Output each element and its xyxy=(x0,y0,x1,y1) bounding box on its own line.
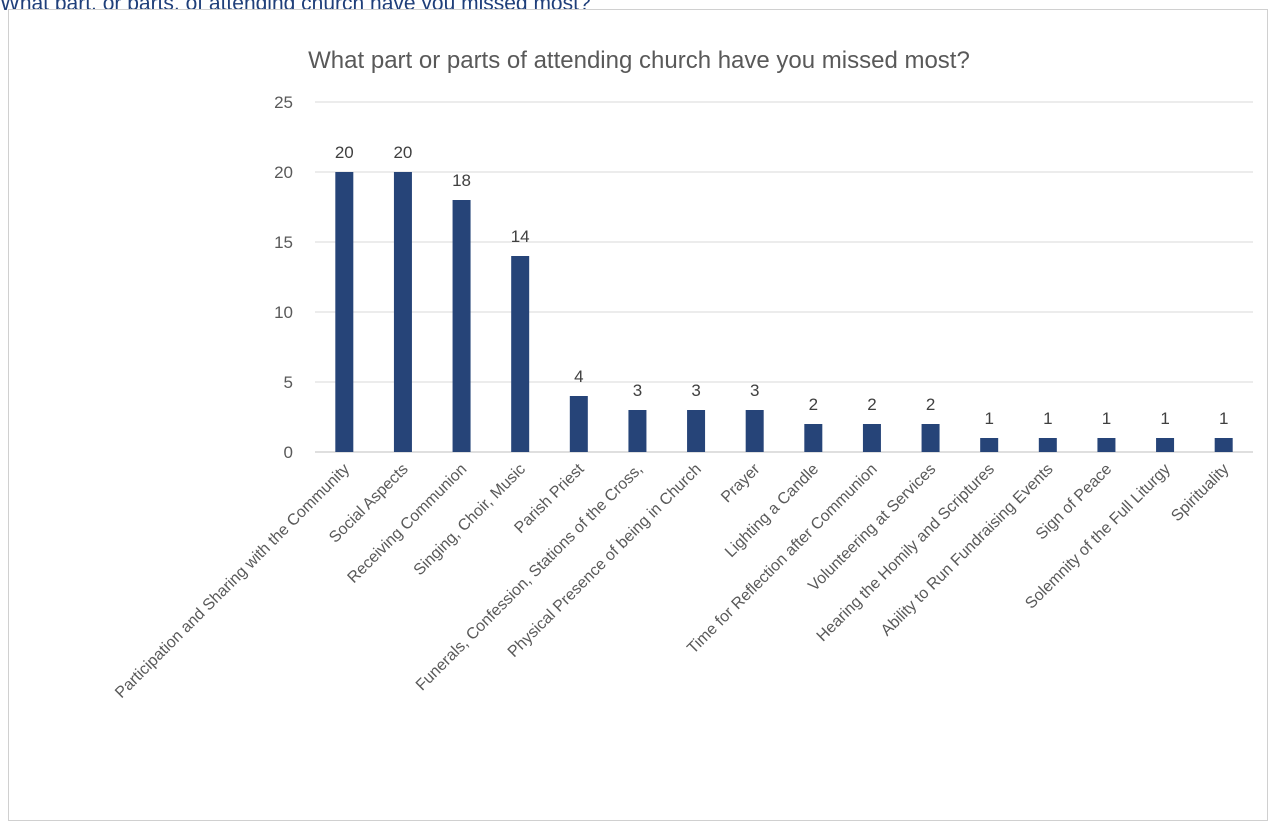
chart-container: What part or parts of attending church h… xyxy=(8,9,1268,821)
data-label: 2 xyxy=(926,395,935,414)
gridlines xyxy=(315,101,1253,453)
bar xyxy=(804,424,823,452)
bar xyxy=(862,424,881,452)
y-tick-label: 5 xyxy=(284,373,293,392)
data-label: 1 xyxy=(1043,409,1052,428)
chart-title: What part or parts of attending church h… xyxy=(308,47,970,74)
category-label: Prayer xyxy=(718,460,764,506)
category-label: Funerals, Confession, Stations of the Cr… xyxy=(413,461,646,694)
category-label: Spirituality xyxy=(1168,461,1232,525)
y-tick-label: 10 xyxy=(274,303,293,322)
category-label: Singing, Choir, Music xyxy=(411,461,529,579)
bar xyxy=(335,172,354,452)
category-labels: Participation and Sharing with the Commu… xyxy=(112,460,1232,701)
bar-chart: What part or parts of attending church h… xyxy=(112,47,1253,702)
data-label: 4 xyxy=(574,367,583,386)
data-label: 18 xyxy=(452,171,471,190)
bar xyxy=(921,424,940,452)
data-label: 2 xyxy=(809,395,818,414)
bar xyxy=(628,410,647,452)
bar xyxy=(452,200,471,452)
bar xyxy=(1214,438,1233,452)
y-tick-label: 25 xyxy=(274,93,293,112)
y-tick-label: 0 xyxy=(284,443,293,462)
category-label: Receiving Communion xyxy=(345,461,471,587)
bar xyxy=(687,410,706,452)
data-label: 1 xyxy=(1219,409,1228,428)
bar xyxy=(511,256,530,452)
data-label: 1 xyxy=(1102,409,1111,428)
data-label: 3 xyxy=(633,381,642,400)
y-tick-label: 20 xyxy=(274,163,293,182)
data-label: 1 xyxy=(1160,409,1169,428)
bar xyxy=(569,396,588,452)
data-label: 2 xyxy=(867,395,876,414)
bar xyxy=(980,438,999,452)
data-label: 14 xyxy=(511,227,530,246)
data-labels: 20 20 18 14 4 3 3 3 2 2 2 1 1 1 1 1 xyxy=(335,143,1229,428)
data-label: 1 xyxy=(984,409,993,428)
data-label: 20 xyxy=(393,143,412,162)
data-label: 3 xyxy=(691,381,700,400)
bar xyxy=(1097,438,1116,452)
bar xyxy=(745,410,764,452)
data-label: 20 xyxy=(335,143,354,162)
bar xyxy=(1156,438,1175,452)
y-axis-ticks: 0 5 10 15 20 25 xyxy=(274,93,293,462)
y-tick-label: 15 xyxy=(274,233,293,252)
bar xyxy=(1038,438,1057,452)
bar xyxy=(393,172,412,452)
data-label: 3 xyxy=(750,381,759,400)
bars xyxy=(335,172,1233,452)
category-label: Participation and Sharing with the Commu… xyxy=(112,461,353,702)
